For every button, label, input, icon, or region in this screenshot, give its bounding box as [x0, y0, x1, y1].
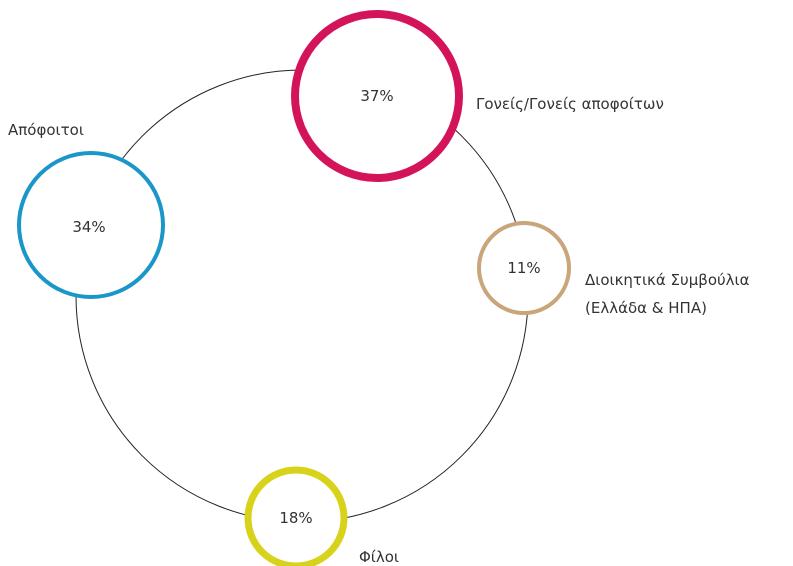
segment-alumni: 34% Απόφοιτοι — [8, 121, 165, 299]
segment-parents-label: Γονείς/Γονείς αποφοίτων — [476, 95, 664, 113]
segment-alumni-percent: 34% — [72, 218, 105, 236]
segment-boards-circle — [477, 221, 571, 315]
segment-parents-circle — [291, 10, 463, 182]
segment-parents: 37% Γονείς/Γονείς αποφοίτων — [291, 10, 664, 182]
segment-boards-percent: 11% — [507, 259, 540, 277]
segment-friends: 18% Φίλοι — [244, 466, 399, 566]
segment-boards: 11% Διοικητικά Συμβούλια (Ελλάδα & ΗΠΑ) — [477, 221, 750, 317]
segment-boards-label-line1: Διοικητικά Συμβούλια — [585, 271, 750, 289]
segment-alumni-label: Απόφοιτοι — [8, 121, 84, 139]
segment-boards-label-line2: (Ελλάδα & ΗΠΑ) — [585, 299, 707, 317]
segment-parents-percent: 37% — [360, 87, 393, 105]
segment-alumni-circle — [17, 151, 165, 299]
segment-friends-percent: 18% — [279, 509, 312, 527]
segment-friends-circle — [244, 466, 348, 566]
segment-friends-label: Φίλοι — [359, 548, 399, 566]
